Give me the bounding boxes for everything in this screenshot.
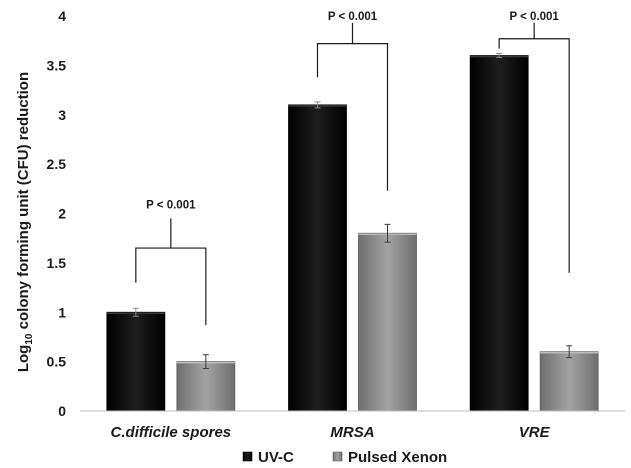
- significance-bracket: [316, 22, 389, 191]
- legend-swatch: [242, 451, 253, 462]
- y-tick-label: 1.5: [47, 255, 67, 271]
- y-tick-label: 2: [58, 206, 66, 222]
- error-bars: [132, 53, 573, 370]
- significance-bracket: [498, 22, 570, 273]
- legend: UV-C Pulsed Xenon: [242, 449, 447, 466]
- significance-bracket: [135, 218, 207, 326]
- x-axis: C.difficile spores MRSA VRE: [111, 424, 551, 441]
- y-tick-label: 2.5: [47, 156, 67, 172]
- x-category-label: VRE: [519, 424, 551, 441]
- legend-swatch: [332, 451, 343, 462]
- y-tick-label: 1: [58, 304, 66, 320]
- bar-pulsed-xenon: [539, 351, 599, 412]
- y-tick-label: 4: [58, 8, 66, 24]
- p-value-annotation: P < 0.001: [146, 200, 196, 212]
- y-axis-label: Log10 colony forming unit (CFU) reductio…: [15, 72, 35, 372]
- bar-uv-c: [469, 55, 529, 412]
- y-axis-label-suffix: colony forming unit (CFU) reduction: [15, 72, 32, 334]
- y-tick-label: 3: [58, 107, 66, 123]
- y-tick-label: 0: [58, 403, 66, 419]
- legend-label: Pulsed Xenon: [348, 449, 447, 466]
- bar-series: [106, 55, 599, 412]
- p-value-annotation: P < 0.001: [328, 11, 378, 23]
- y-axis-label-prefix: Log: [15, 345, 32, 373]
- p-value-annotation: P < 0.001: [509, 11, 559, 23]
- y-tick-label: 3.5: [47, 57, 67, 73]
- bar-uv-c: [106, 311, 166, 412]
- bar-uv-c: [288, 104, 347, 412]
- svg-text:Log10 colony forming unit (CFU: Log10 colony forming unit (CFU) reductio…: [15, 72, 35, 372]
- legend-label: UV-C: [258, 449, 294, 466]
- x-category-label: C.difficile spores: [111, 424, 232, 441]
- significance-brackets: P < 0.001 P < 0.001 P < 0.001: [135, 11, 570, 326]
- y-tick-label: 0.5: [47, 354, 67, 370]
- y-axis: 0 0.5 1 1.5 2 2.5 3 3.5 4: [47, 8, 67, 419]
- y-axis-label-subscript: 10: [24, 333, 35, 345]
- bar-pulsed-xenon: [358, 232, 417, 412]
- x-category-label: MRSA: [330, 424, 374, 441]
